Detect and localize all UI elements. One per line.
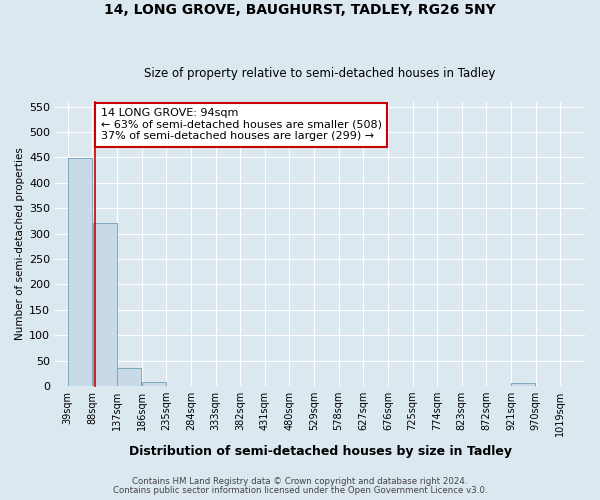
Bar xyxy=(117,368,142,386)
Title: Size of property relative to semi-detached houses in Tadley: Size of property relative to semi-detach… xyxy=(145,66,496,80)
Bar xyxy=(68,158,92,386)
Text: Contains HM Land Registry data © Crown copyright and database right 2024.: Contains HM Land Registry data © Crown c… xyxy=(132,477,468,486)
Y-axis label: Number of semi-detached properties: Number of semi-detached properties xyxy=(15,148,25,340)
Bar xyxy=(142,382,166,386)
Text: 14 LONG GROVE: 94sqm
← 63% of semi-detached houses are smaller (508)
37% of semi: 14 LONG GROVE: 94sqm ← 63% of semi-detac… xyxy=(101,108,382,142)
X-axis label: Distribution of semi-detached houses by size in Tadley: Distribution of semi-detached houses by … xyxy=(128,444,512,458)
Bar xyxy=(511,383,535,386)
Text: 14, LONG GROVE, BAUGHURST, TADLEY, RG26 5NY: 14, LONG GROVE, BAUGHURST, TADLEY, RG26 … xyxy=(104,2,496,16)
Bar xyxy=(92,223,117,386)
Text: Contains public sector information licensed under the Open Government Licence v3: Contains public sector information licen… xyxy=(113,486,487,495)
